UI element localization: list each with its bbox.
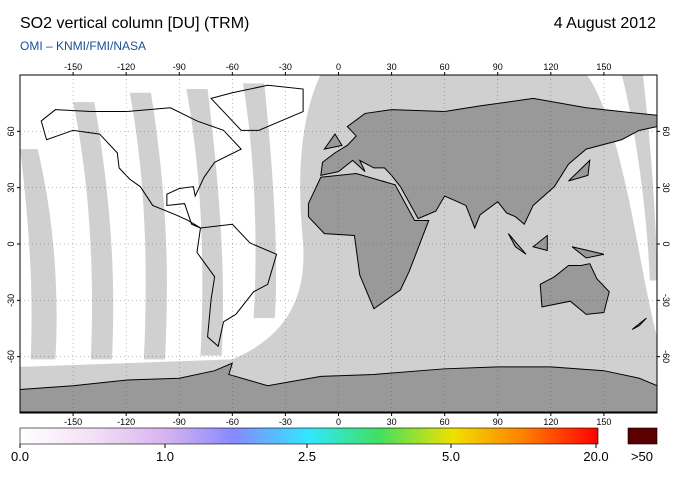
lon-tick-label: 90 bbox=[493, 417, 503, 427]
title: SO2 vertical column [DU] (TRM) bbox=[20, 15, 249, 32]
lon-tick-label: 30 bbox=[387, 417, 397, 427]
lon-tick-label: -60 bbox=[226, 417, 239, 427]
map bbox=[20, 75, 657, 413]
colorbar-labels: 0.0 1.0 2.5 5.0 20.0 bbox=[11, 444, 609, 464]
north-america bbox=[41, 108, 241, 228]
lon-tick-label: 120 bbox=[543, 62, 558, 72]
lon-tick-label: -150 bbox=[64, 417, 82, 427]
colorbar-overflow bbox=[627, 427, 658, 445]
colorbar-label: 0.0 bbox=[11, 449, 29, 464]
lon-tick-label: 0 bbox=[336, 417, 341, 427]
lon-tick-label: -60 bbox=[226, 62, 239, 72]
lon-tick-label: 60 bbox=[440, 62, 450, 72]
lon-tick-label: 150 bbox=[596, 62, 611, 72]
lon-tick-label: 60 bbox=[440, 417, 450, 427]
lon-tick-label: 0 bbox=[336, 62, 341, 72]
lon-tick-label: 150 bbox=[596, 417, 611, 427]
lon-tick-label: -150 bbox=[64, 62, 82, 72]
lon-tick-label: 120 bbox=[543, 417, 558, 427]
lat-tick-label: 30 bbox=[6, 183, 16, 193]
colorbar-overflow-label: >50 bbox=[631, 449, 653, 464]
lon-tick-label: 90 bbox=[493, 62, 503, 72]
swath bbox=[20, 149, 57, 360]
lon-tick-label: -90 bbox=[173, 417, 186, 427]
australia bbox=[540, 264, 609, 315]
graticule bbox=[20, 75, 657, 413]
lon-tick-label: -120 bbox=[117, 62, 135, 72]
lat-tick-label: -30 bbox=[661, 294, 671, 307]
lat-tick-label: 0 bbox=[661, 241, 671, 246]
colorbar-label: 2.5 bbox=[298, 449, 316, 464]
lon-tick-label: -120 bbox=[117, 417, 135, 427]
date: 4 August 2012 bbox=[554, 15, 656, 32]
eurasia bbox=[321, 98, 657, 228]
swath bbox=[129, 92, 167, 360]
lon-tick-label: -90 bbox=[173, 62, 186, 72]
south-america bbox=[197, 224, 277, 346]
colorbar-label: 20.0 bbox=[583, 449, 608, 464]
lon-tick-label: -30 bbox=[279, 62, 292, 72]
lat-tick-label: -30 bbox=[6, 294, 16, 307]
colorbar-label: 1.0 bbox=[156, 449, 174, 464]
lat-tick-label: -60 bbox=[6, 350, 16, 363]
swath bbox=[242, 83, 277, 319]
lat-tick-label: 60 bbox=[661, 126, 671, 136]
lon-tick-label: -30 bbox=[279, 417, 292, 427]
lat-tick-label: 30 bbox=[661, 183, 671, 193]
colorbar bbox=[19, 427, 599, 445]
lon-tick-label: 30 bbox=[387, 62, 397, 72]
subtitle: OMI – KNMI/FMI/NASA bbox=[20, 39, 146, 53]
swath bbox=[186, 89, 223, 356]
swath bbox=[73, 102, 114, 360]
lat-tick-label: 0 bbox=[6, 241, 16, 246]
lat-tick-label: -60 bbox=[661, 350, 671, 363]
ticks: -150 -150 -120 -120 -90 -90 -60 -60 -30 -30 0 0 30 30… bbox=[6, 62, 671, 427]
colorbar-label: 5.0 bbox=[442, 449, 460, 464]
lat-tick-label: 60 bbox=[6, 126, 16, 136]
